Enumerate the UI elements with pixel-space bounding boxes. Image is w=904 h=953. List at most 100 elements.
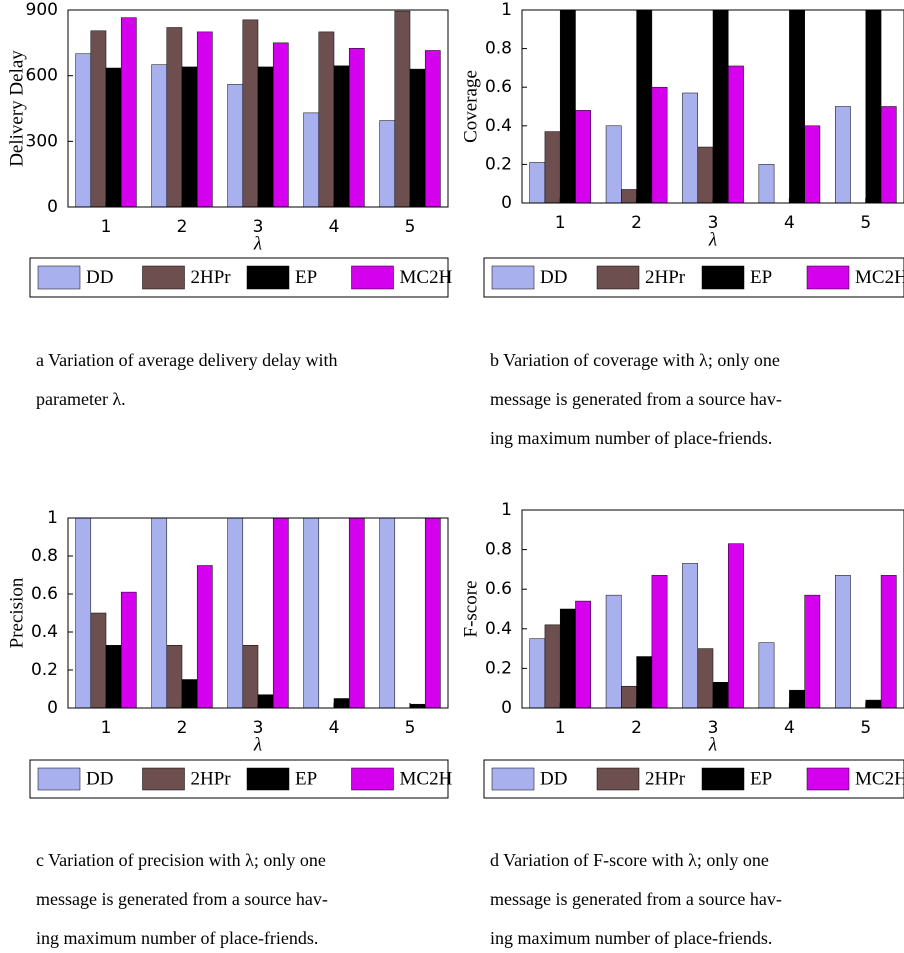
y-tick-label: 1: [501, 500, 512, 520]
bar: [151, 518, 168, 708]
legend-swatch: [246, 265, 290, 290]
bar: [529, 162, 546, 203]
y-tick-label: 0.6: [485, 579, 512, 599]
bar: [424, 50, 441, 207]
bar: [151, 64, 168, 207]
plot-frame: [67, 517, 449, 709]
bar: [804, 125, 821, 203]
x-tick-label: 3: [708, 718, 719, 738]
legend-label: DD: [86, 267, 113, 288]
legend-swatch: [806, 767, 850, 791]
bar: [242, 645, 259, 708]
legend-swatch: [142, 767, 185, 791]
bar: [90, 612, 107, 708]
bar: [758, 164, 775, 203]
bar: [712, 10, 729, 203]
plot-area: [529, 10, 897, 203]
legend-label: 2HPr: [645, 768, 686, 789]
plot-area: [75, 518, 441, 708]
x-axis-label: λ: [708, 229, 717, 250]
y-axis-label: F-score: [460, 581, 481, 638]
plot-frame: [67, 9, 449, 208]
x-tick-label: 1: [101, 217, 112, 237]
bar: [272, 518, 289, 708]
x-axis-label: λ: [253, 734, 262, 755]
bar: [348, 518, 365, 708]
bar: [105, 645, 122, 708]
bar: [865, 699, 882, 708]
y-tick-label: 0.4: [485, 619, 512, 639]
y-axis-label: Delivery Delay: [6, 50, 27, 167]
bar: [789, 10, 805, 203]
caption-line: parameter λ.: [36, 389, 126, 409]
x-tick-label: 2: [177, 718, 188, 738]
caption-line: ing maximum number of place-friends.: [490, 428, 772, 448]
x-tick-label: 5: [860, 718, 871, 738]
bar: [636, 656, 653, 708]
y-tick-label: 0.6: [485, 77, 512, 97]
y-tick-label: 0.6: [31, 584, 58, 604]
plot-area: [75, 10, 441, 207]
legend-label: MC2H: [855, 267, 904, 288]
caption-line: a Variation of average delivery delay wi…: [36, 350, 338, 370]
bar: [651, 575, 668, 708]
bar: [728, 65, 744, 203]
bar: [394, 10, 411, 207]
x-tick-label: 4: [784, 213, 795, 233]
bar: [621, 685, 637, 708]
bar: [682, 563, 698, 708]
bar: [166, 27, 183, 207]
y-tick-label: 0: [47, 698, 58, 718]
y-tick-label: 1: [47, 508, 58, 528]
x-tick-label: 5: [405, 718, 416, 738]
bar: [575, 600, 592, 708]
x-tick-label: 1: [555, 718, 566, 738]
y-tick-label: 0.8: [485, 39, 512, 59]
y-tick-label: 0: [47, 197, 58, 217]
y-tick-label: 0.8: [31, 546, 58, 566]
bar: [105, 67, 122, 207]
bar: [227, 518, 244, 708]
x-tick-label: 1: [555, 213, 566, 233]
bar: [880, 575, 897, 708]
bar: [544, 624, 561, 708]
legend-swatch: [37, 767, 81, 791]
y-tick-label: 0.4: [485, 116, 512, 136]
bar: [90, 30, 107, 207]
bar: [865, 10, 882, 203]
legend-swatch: [351, 265, 394, 290]
y-tick-label: 300: [26, 131, 58, 151]
caption-line: ing maximum number of place-friends.: [490, 928, 772, 948]
x-tick-label: 4: [784, 718, 795, 738]
legend-label: DD: [540, 768, 567, 789]
x-tick-label: 5: [405, 217, 416, 237]
bar: [424, 518, 441, 708]
legend-swatch: [351, 767, 394, 791]
plot-frame: [521, 9, 904, 204]
bar: [880, 106, 897, 203]
bar: [636, 10, 653, 203]
bar: [257, 66, 274, 207]
bar: [257, 694, 274, 708]
bar: [605, 594, 622, 708]
legend-label: 2HPr: [645, 267, 686, 288]
bar: [559, 10, 576, 203]
bar: [682, 92, 698, 203]
x-tick-label: 4: [329, 718, 340, 738]
bar: [621, 189, 637, 203]
caption-line: message is generated from a source hav-: [36, 889, 328, 909]
legend-label: EP: [750, 768, 772, 789]
legend-swatch: [596, 265, 640, 290]
bar: [348, 48, 365, 207]
bar: [728, 543, 744, 708]
y-tick-label: 0.8: [485, 540, 512, 560]
bar: [166, 645, 183, 708]
bar: [789, 689, 805, 708]
bar: [697, 146, 714, 203]
bar: [272, 42, 289, 207]
caption-line: message is generated from a source hav-: [490, 889, 782, 909]
x-tick-label: 2: [631, 213, 642, 233]
legend-swatch: [596, 767, 640, 791]
caption-line: b Variation of coverage with λ; only one: [490, 350, 780, 370]
